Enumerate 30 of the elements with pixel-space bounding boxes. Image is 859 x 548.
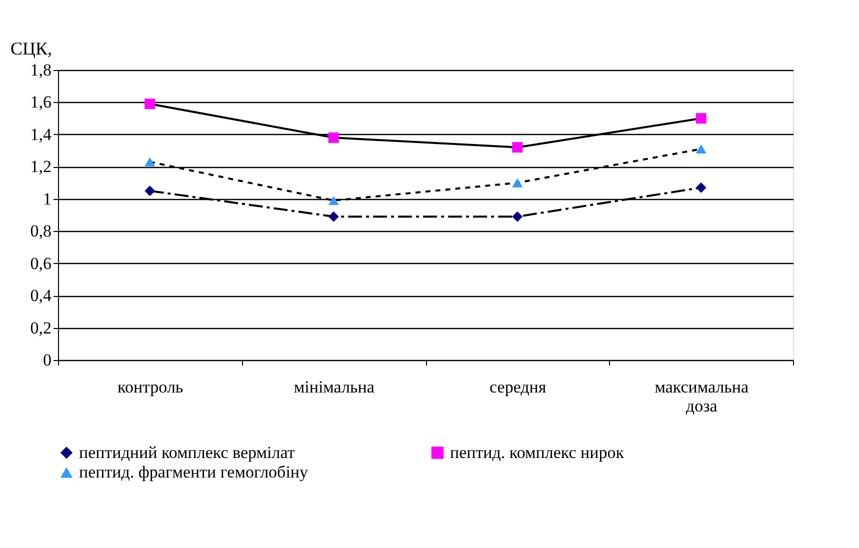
y-tick-label: 0,2 <box>30 318 52 338</box>
point <box>328 211 339 222</box>
y-tick-label: 1,8 <box>30 60 52 80</box>
point <box>512 142 523 153</box>
legend-label: пептидний комплекс вермілат <box>79 442 296 462</box>
x-tick-label: середня <box>490 378 546 396</box>
point <box>328 196 339 206</box>
y-tick-label: 0 <box>43 350 52 370</box>
y-tick-label: 0,8 <box>30 222 52 241</box>
x-tick-label: мінімальна <box>294 378 375 396</box>
y-tick-label: 1 <box>43 189 52 208</box>
point <box>696 113 706 124</box>
point <box>696 144 706 154</box>
point <box>696 182 706 193</box>
point <box>144 98 156 110</box>
y-axis-title: СЦК, <box>10 38 52 58</box>
legend-label: пептид. комплекс нирок <box>450 442 625 462</box>
point <box>512 178 523 188</box>
point <box>512 211 523 222</box>
y-tick-label: 1,2 <box>30 157 52 176</box>
x-tick-label: контроль <box>118 378 184 396</box>
y-tick-label: 0,4 <box>30 286 52 306</box>
point <box>144 157 156 166</box>
y-tick-label: 0,6 <box>30 254 52 273</box>
x-tick-label: максимальна доза <box>654 378 750 416</box>
legend-label: пептид. фрагменти гемоглобіну <box>79 462 309 482</box>
y-tick-label: 1,4 <box>30 124 52 144</box>
point <box>144 186 156 196</box>
point <box>328 132 339 143</box>
y-tick-label: 1,6 <box>30 92 52 112</box>
